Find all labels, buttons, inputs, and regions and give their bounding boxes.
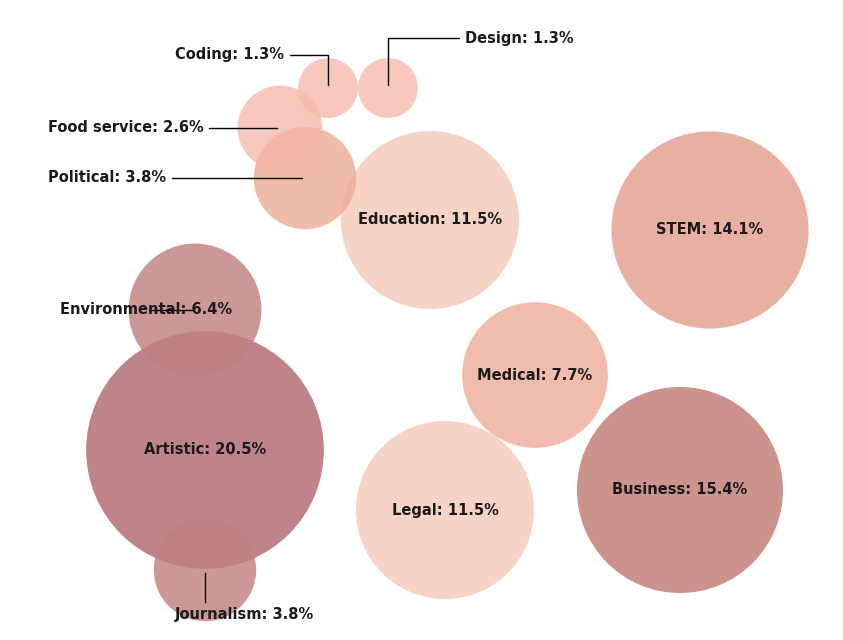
Text: Legal: 11.5%: Legal: 11.5% (391, 502, 498, 518)
Circle shape (577, 387, 783, 593)
Circle shape (238, 86, 322, 170)
Circle shape (298, 58, 358, 118)
Circle shape (254, 127, 357, 229)
Text: Food service: 2.6%: Food service: 2.6% (48, 120, 277, 136)
Circle shape (129, 244, 261, 376)
Circle shape (86, 331, 324, 569)
Text: Journalism: 3.8%: Journalism: 3.8% (175, 573, 314, 623)
Text: Environmental: 6.4%: Environmental: 6.4% (60, 303, 232, 317)
Text: STEM: 14.1%: STEM: 14.1% (657, 223, 764, 237)
Circle shape (462, 302, 608, 448)
Text: Artistic: 20.5%: Artistic: 20.5% (144, 442, 266, 458)
Circle shape (341, 131, 519, 309)
Text: Medical: 7.7%: Medical: 7.7% (477, 367, 593, 383)
Text: Education: 11.5%: Education: 11.5% (358, 212, 502, 227)
Circle shape (153, 519, 256, 621)
Text: Political: 3.8%: Political: 3.8% (48, 170, 303, 186)
Circle shape (356, 421, 534, 599)
Circle shape (358, 58, 418, 118)
Circle shape (611, 131, 808, 328)
Text: Design: 1.3%: Design: 1.3% (388, 31, 573, 85)
Text: Coding: 1.3%: Coding: 1.3% (175, 47, 328, 85)
Text: Business: 15.4%: Business: 15.4% (612, 483, 748, 497)
